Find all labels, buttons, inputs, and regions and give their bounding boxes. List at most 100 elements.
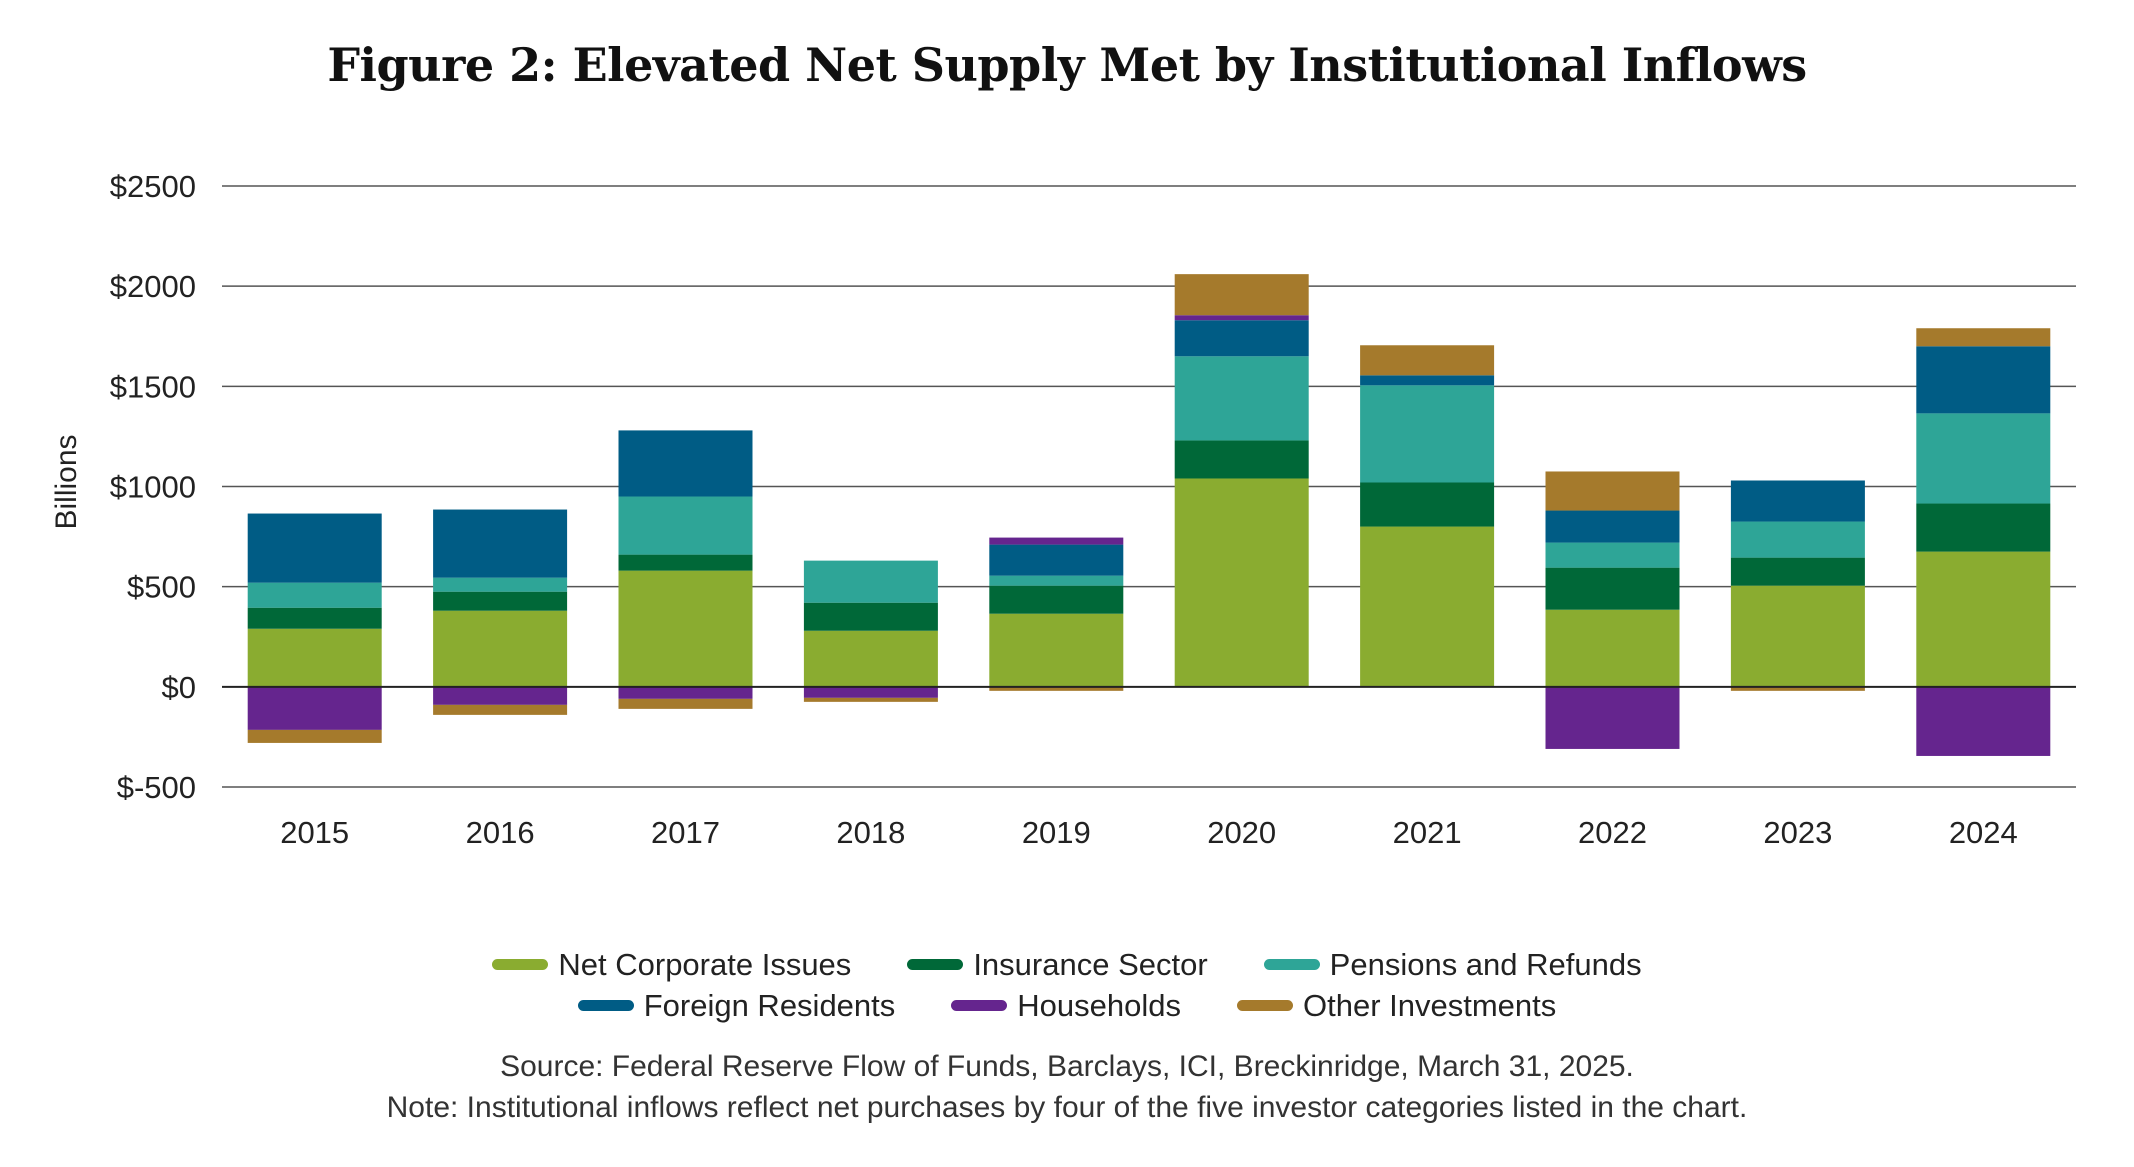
legend-label: Households	[1017, 988, 1181, 1023]
bar-stack-2019	[989, 537, 1124, 691]
bar-net-corporate-issues-2022	[1545, 609, 1680, 687]
legend-item-households: Households	[951, 985, 1181, 1026]
bar-foreign-residents-2015	[247, 513, 382, 583]
bar-insurance-sector-2020	[1174, 440, 1309, 479]
bar-other-investments-2018	[803, 697, 938, 702]
bar-households-2015	[247, 686, 382, 730]
bar-households-2020	[1174, 315, 1309, 321]
bar-pensions-and-refunds-2017	[618, 496, 753, 555]
bar-pensions-and-refunds-2021	[1360, 385, 1495, 483]
bar-insurance-sector-2016	[433, 591, 568, 611]
legend-swatch-insurance-sector	[907, 959, 964, 970]
bar-insurance-sector-2017	[618, 554, 753, 571]
legend-item-insurance-sector: Insurance Sector	[907, 944, 1208, 985]
legend-label: Pensions and Refunds	[1329, 947, 1642, 982]
legend-row-1: Net Corporate Issues Insurance Sector Pe…	[0, 944, 2134, 985]
bar-net-corporate-issues-2021	[1360, 526, 1495, 687]
bar-households-2022	[1545, 686, 1680, 749]
bar-foreign-residents-2016	[433, 509, 568, 578]
legend-swatch-pensions-and-refunds	[1263, 959, 1320, 970]
legend-item-net-corporate-issues: Net Corporate Issues	[492, 944, 851, 985]
bar-net-corporate-issues-2023	[1730, 585, 1865, 687]
bar-insurance-sector-2018	[803, 602, 938, 631]
bar-foreign-residents-2024	[1916, 346, 2051, 414]
legend-item-pensions-and-refunds: Pensions and Refunds	[1263, 944, 1642, 985]
legend-label: Other Investments	[1303, 988, 1557, 1023]
y-tick-label: $2000	[110, 269, 196, 304]
chart-note: Note: Institutional inflows reflect net …	[386, 1091, 1748, 1124]
bar-pensions-and-refunds-2023	[1730, 521, 1865, 558]
bar-other-investments-2022	[1545, 471, 1680, 511]
legend-label: Insurance Sector	[973, 947, 1208, 982]
y-tick-label: $1000	[110, 470, 196, 505]
bar-stack-2017	[618, 430, 753, 709]
y-tick-label: $0	[162, 670, 196, 705]
bar-other-investments-2020	[1174, 274, 1309, 316]
y-tick-label: $1500	[110, 369, 196, 404]
bar-pensions-and-refunds-2015	[247, 582, 382, 608]
bar-pensions-and-refunds-2018	[803, 560, 938, 603]
chart-title: Figure 2: Elevated Net Supply Met by Ins…	[327, 38, 1807, 92]
x-tick-label: 2023	[1763, 815, 1832, 850]
y-tick-label: $2500	[110, 169, 196, 204]
legend-label: Foreign Residents	[643, 988, 896, 1023]
legend-swatch-households	[951, 1000, 1008, 1011]
bar-households-2024	[1916, 686, 2051, 756]
bar-stack-2018	[803, 560, 938, 702]
x-tick-label: 2018	[836, 815, 905, 850]
bar-households-2019	[989, 537, 1124, 545]
bar-other-investments-2019	[989, 686, 1124, 691]
bar-stack-2015	[247, 513, 382, 743]
bar-households-2018	[803, 686, 938, 698]
bar-net-corporate-issues-2018	[803, 630, 938, 687]
bar-insurance-sector-2023	[1730, 557, 1865, 586]
bar-net-corporate-issues-2015	[247, 628, 382, 687]
bar-pensions-and-refunds-2024	[1916, 413, 2051, 504]
bar-net-corporate-issues-2020	[1174, 478, 1309, 687]
bar-insurance-sector-2022	[1545, 567, 1680, 610]
bar-foreign-residents-2022	[1545, 510, 1680, 543]
x-tick-label: 2021	[1393, 815, 1462, 850]
bar-other-investments-2024	[1916, 328, 2051, 347]
bar-other-investments-2015	[247, 729, 382, 743]
legend-item-foreign-residents: Foreign Residents	[577, 985, 896, 1026]
source-note: Source: Federal Reserve Flow of Funds, B…	[500, 1050, 1634, 1083]
bar-stack-2016	[433, 509, 568, 715]
bar-households-2016	[433, 686, 568, 705]
legend-swatch-other-investments	[1237, 1000, 1293, 1011]
bar-other-investments-2023	[1730, 686, 1865, 691]
bar-net-corporate-issues-2024	[1916, 551, 2051, 687]
bars	[247, 274, 2051, 756]
bar-insurance-sector-2019	[989, 585, 1124, 614]
bar-households-2017	[618, 686, 753, 699]
bar-pensions-and-refunds-2020	[1174, 356, 1309, 441]
y-tick-label: $-500	[117, 770, 196, 805]
bar-other-investments-2017	[618, 698, 753, 709]
x-tick-label: 2020	[1207, 815, 1276, 850]
bar-stack-2023	[1730, 480, 1865, 691]
legend-swatch-net-corporate-issues	[492, 959, 549, 970]
bar-pensions-and-refunds-2019	[989, 575, 1124, 586]
bar-foreign-residents-2019	[989, 544, 1124, 576]
legend-row-2: Foreign Residents Households Other Inves…	[0, 985, 2134, 1026]
bar-pensions-and-refunds-2016	[433, 577, 568, 592]
legend-item-other-investments: Other Investments	[1237, 985, 1556, 1026]
bar-foreign-residents-2023	[1730, 480, 1865, 522]
x-axis-tick-labels: 2015 2016 2017 2018 2019 2020 2021 2022 2023 2024	[280, 815, 2018, 850]
bar-net-corporate-issues-2017	[618, 570, 753, 687]
bar-foreign-residents-2021	[1360, 375, 1495, 386]
bar-stack-2020	[1174, 274, 1309, 687]
bar-net-corporate-issues-2016	[433, 610, 568, 687]
bar-insurance-sector-2021	[1360, 482, 1495, 527]
legend-swatch-foreign-residents	[577, 1000, 634, 1011]
bar-other-investments-2016	[433, 704, 568, 715]
bar-other-investments-2021	[1360, 345, 1495, 376]
bar-net-corporate-issues-2019	[989, 613, 1124, 687]
y-tick-label: $500	[127, 570, 196, 605]
x-tick-label: 2016	[466, 815, 535, 850]
y-axis-label: Billions	[50, 434, 83, 529]
bar-foreign-residents-2020	[1174, 320, 1309, 357]
x-tick-label: 2019	[1022, 815, 1091, 850]
bar-pensions-and-refunds-2022	[1545, 542, 1680, 568]
x-tick-label: 2024	[1949, 815, 2018, 850]
